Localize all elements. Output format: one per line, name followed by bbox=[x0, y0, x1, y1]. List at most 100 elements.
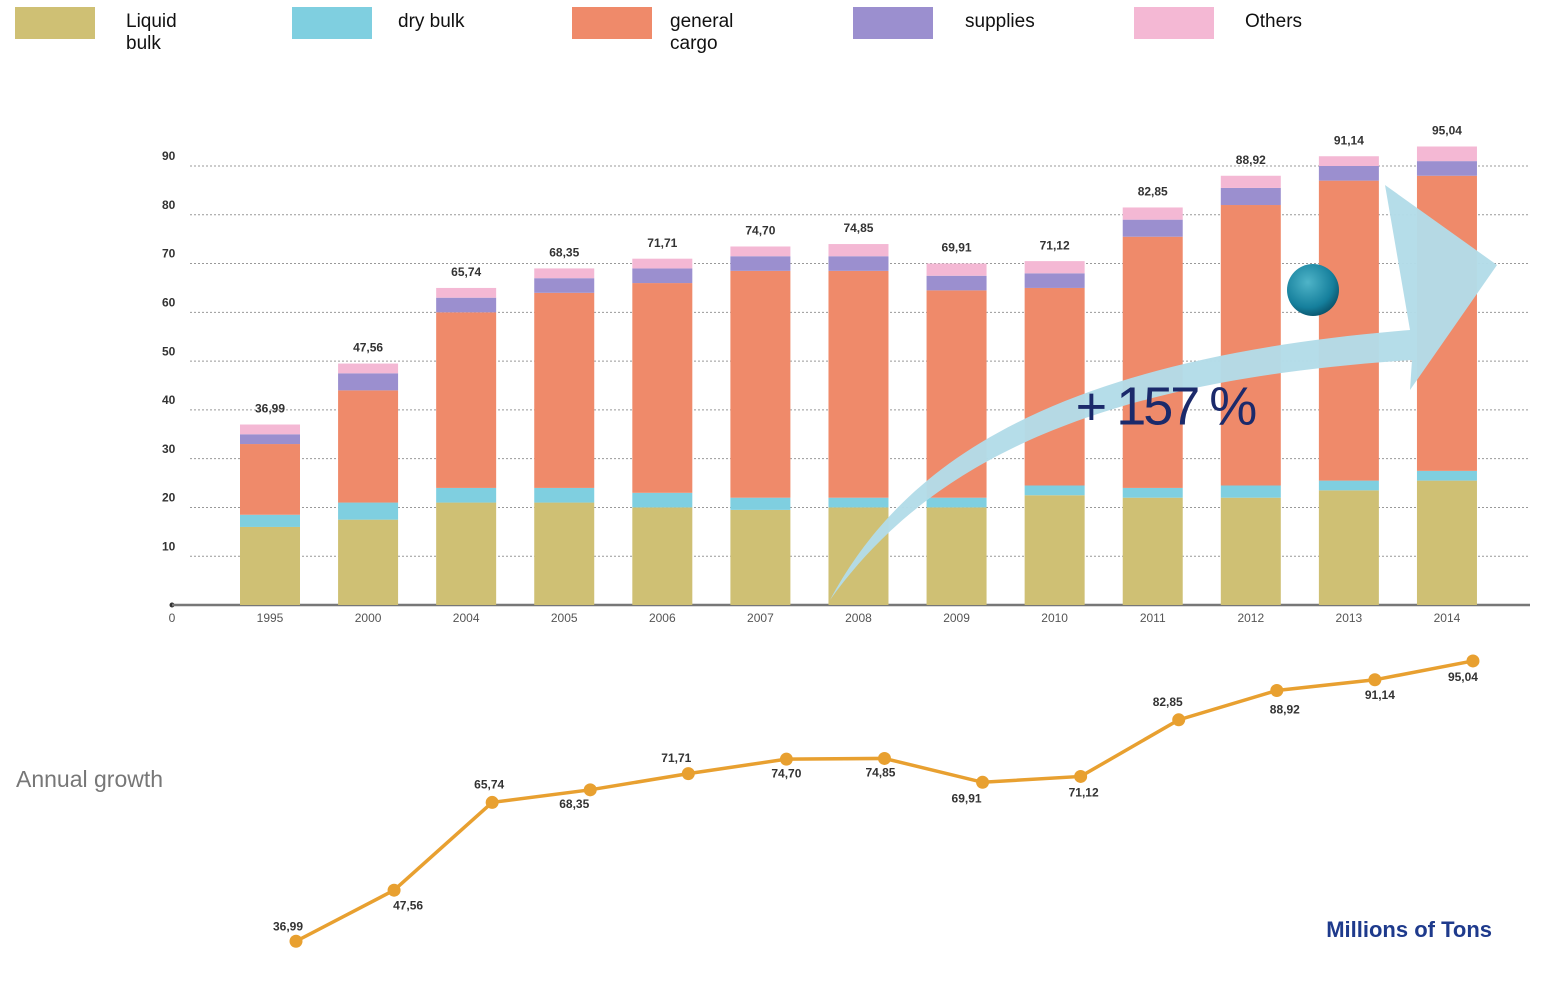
bar-segment bbox=[338, 390, 398, 502]
y-tick-label: 0 bbox=[169, 611, 176, 625]
growth-point bbox=[584, 783, 597, 796]
bar-segment bbox=[632, 493, 692, 508]
bar-segment bbox=[1417, 481, 1477, 605]
point-label: 88,92 bbox=[1270, 703, 1300, 717]
growth-point bbox=[290, 935, 303, 948]
x-tick-label: 2007 bbox=[747, 611, 774, 625]
bar-segment bbox=[1025, 485, 1085, 495]
bar-segment bbox=[730, 498, 790, 510]
bar-segment bbox=[534, 293, 594, 488]
growth-point bbox=[486, 796, 499, 809]
bar-segment bbox=[1417, 471, 1477, 481]
x-tick-label: 2012 bbox=[1237, 611, 1264, 625]
arrow-ball bbox=[1287, 264, 1339, 316]
x-tick-label: 2004 bbox=[453, 611, 480, 625]
bar-segment bbox=[1319, 481, 1379, 491]
growth-point bbox=[780, 753, 793, 766]
bar-segment bbox=[240, 434, 300, 444]
total-label: 36,99 bbox=[255, 402, 285, 416]
bar-segment bbox=[1221, 485, 1281, 497]
bar-segment bbox=[1221, 176, 1281, 188]
y-tick-label: 80 bbox=[162, 198, 176, 212]
x-tick-label: 2013 bbox=[1336, 611, 1363, 625]
x-tick-label: 2006 bbox=[649, 611, 676, 625]
bar-segment bbox=[1123, 220, 1183, 237]
bar-segment bbox=[1319, 490, 1379, 605]
bar-segment bbox=[1417, 161, 1477, 176]
y-tick-label: 30 bbox=[162, 442, 176, 456]
bar-segment bbox=[730, 510, 790, 605]
bar-segment bbox=[828, 244, 888, 256]
bar-segment bbox=[1221, 498, 1281, 605]
total-label: 82,85 bbox=[1138, 185, 1168, 199]
bar-segment bbox=[828, 498, 888, 508]
bar-segment bbox=[436, 488, 496, 503]
total-label: 69,91 bbox=[942, 241, 972, 255]
x-tick-label: 2010 bbox=[1041, 611, 1068, 625]
x-tick-label: 2000 bbox=[355, 611, 382, 625]
bar-segment bbox=[730, 256, 790, 271]
bar-segment bbox=[534, 488, 594, 503]
bar-segment bbox=[240, 527, 300, 605]
growth-point bbox=[388, 884, 401, 897]
bar-segment bbox=[1123, 488, 1183, 498]
bar-segment bbox=[1025, 273, 1085, 288]
title-backdrop bbox=[10, 690, 290, 750]
y-tick-label: 10 bbox=[162, 539, 176, 553]
x-tick-label: 1995 bbox=[257, 611, 284, 625]
growth-point bbox=[1466, 654, 1479, 667]
bar-segment bbox=[534, 268, 594, 278]
point-label: 68,35 bbox=[559, 797, 589, 811]
total-label: 71,71 bbox=[647, 236, 677, 250]
growth-point bbox=[878, 752, 891, 765]
growth-point bbox=[1368, 673, 1381, 686]
total-label: 95,04 bbox=[1432, 124, 1462, 138]
growth-point bbox=[1270, 684, 1283, 697]
total-label: 71,12 bbox=[1040, 238, 1070, 252]
bar-segment bbox=[240, 444, 300, 515]
bar-segment bbox=[436, 312, 496, 488]
total-label: 68,35 bbox=[549, 246, 579, 260]
y-tick-label: 90 bbox=[162, 149, 176, 163]
bar-segment bbox=[436, 503, 496, 605]
total-label: 88,92 bbox=[1236, 153, 1266, 167]
growth-annotation: + 157 % bbox=[1076, 376, 1257, 436]
bar-segment bbox=[1319, 166, 1379, 181]
x-tick-label: 2008 bbox=[845, 611, 872, 625]
y-tick-label: 70 bbox=[162, 247, 176, 261]
growth-point bbox=[682, 767, 695, 780]
bar-segment bbox=[927, 498, 987, 508]
bar-segment bbox=[534, 503, 594, 605]
x-tick-label: 2009 bbox=[943, 611, 970, 625]
growth-point bbox=[1074, 770, 1087, 783]
total-label: 65,74 bbox=[451, 265, 481, 279]
bar-segment bbox=[240, 425, 300, 435]
bar-segment bbox=[436, 298, 496, 313]
point-label: 74,70 bbox=[771, 766, 801, 780]
bar-segment bbox=[927, 507, 987, 605]
y-tick-label: 20 bbox=[162, 491, 176, 505]
bar-segment bbox=[730, 246, 790, 256]
bar-segment bbox=[240, 515, 300, 527]
point-label: 71,71 bbox=[661, 751, 691, 765]
point-label: 47,56 bbox=[393, 898, 423, 912]
total-label: 74,70 bbox=[745, 224, 775, 238]
bar-segment bbox=[1123, 237, 1183, 488]
y-tick-label: 40 bbox=[162, 393, 176, 407]
bar-segment bbox=[1319, 181, 1379, 481]
bar-segment bbox=[338, 364, 398, 374]
bar-segment bbox=[1221, 205, 1281, 485]
total-label: 74,85 bbox=[843, 221, 873, 235]
total-label: 91,14 bbox=[1334, 133, 1364, 147]
bar-segment bbox=[338, 503, 398, 520]
bar-segment bbox=[632, 507, 692, 605]
x-tick-label: 2014 bbox=[1434, 611, 1461, 625]
bar-segment bbox=[1319, 156, 1379, 166]
bar-segment bbox=[338, 373, 398, 390]
x-tick-label: 2011 bbox=[1140, 611, 1166, 625]
y-tick-label: 60 bbox=[162, 296, 176, 310]
growth-point bbox=[1172, 713, 1185, 726]
bar-segment bbox=[632, 268, 692, 283]
bar-segment bbox=[338, 520, 398, 605]
bar-segment bbox=[1025, 261, 1085, 273]
